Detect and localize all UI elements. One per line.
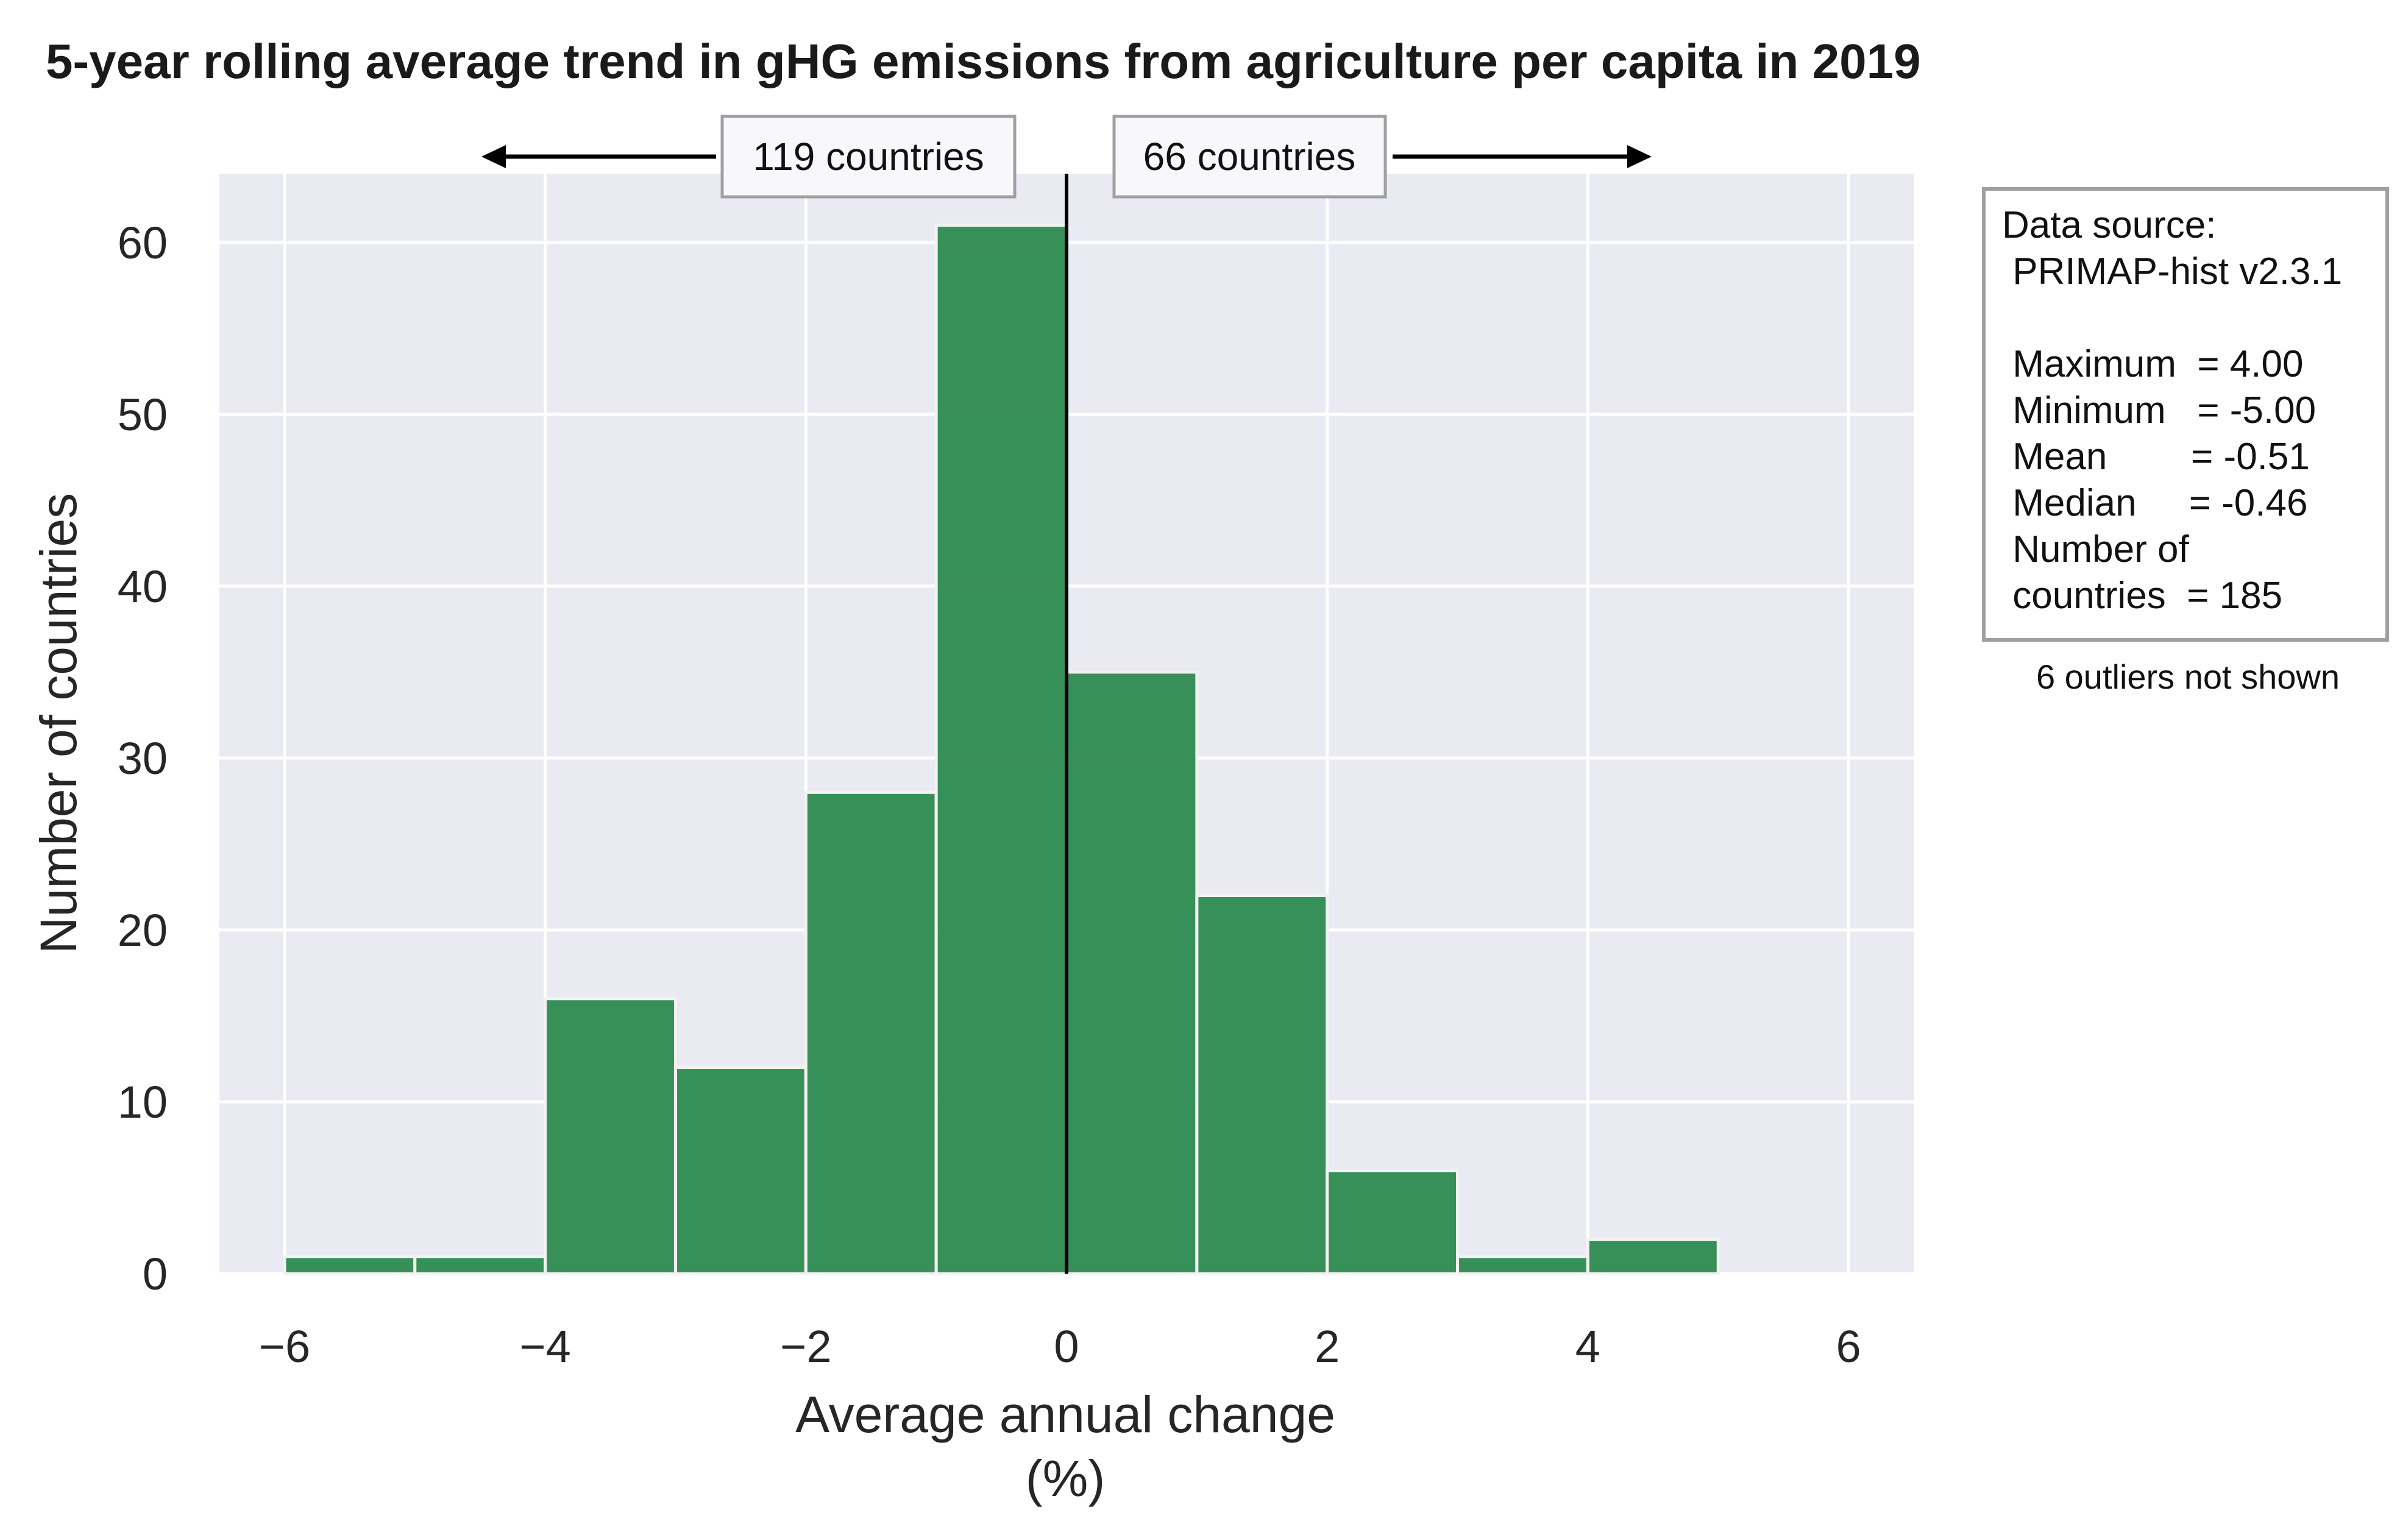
histogram-bar-9 <box>1456 1255 1589 1276</box>
info-line-3: Maximum = 4.00 <box>2002 343 2303 385</box>
right-arrow-head <box>1627 145 1652 168</box>
y-axis-label: Number of countries <box>30 493 87 954</box>
x-tick-label-5: 4 <box>1575 1321 1600 1372</box>
info-box-text: Data source: PRIMAP-hist v2.3.1 Maximum … <box>2002 204 2342 617</box>
x-tick-label-4: 2 <box>1315 1321 1340 1372</box>
histogram-bar-7 <box>1195 894 1329 1276</box>
histogram-bars <box>283 224 1720 1276</box>
left-count-label: 119 countries <box>753 135 984 179</box>
x-tick-label-1: −4 <box>519 1321 570 1372</box>
histogram-bar-5 <box>934 224 1068 1276</box>
y-tick-label-2: 20 <box>118 905 168 956</box>
info-line-6: Median = -0.46 <box>2002 482 2307 524</box>
y-tick-label-4: 40 <box>118 561 168 612</box>
histogram-bar-1 <box>413 1255 547 1276</box>
x-tick-label-2: −2 <box>780 1321 831 1372</box>
outliers-note: 6 outliers not shown <box>2036 658 2340 696</box>
y-axis-ticks: 0 10 20 30 40 50 60 <box>118 218 168 1299</box>
histogram-bar-2 <box>544 997 677 1276</box>
x-axis-ticks: −6 −4 −2 0 2 4 6 <box>259 1321 1861 1372</box>
count-annotations: 119 countries 66 countries <box>481 115 1652 199</box>
info-line-0: Data source: <box>2002 204 2217 246</box>
info-box <box>1982 187 2389 642</box>
histogram-bar-8 <box>1326 1169 1460 1276</box>
right-count-box <box>1112 115 1387 199</box>
info-line-5: Mean = -0.51 <box>2002 436 2310 478</box>
histogram-bar-0 <box>283 1255 417 1276</box>
y-tick-label-5: 50 <box>118 389 168 440</box>
x-axis-label-unit: (%) <box>1026 1450 1106 1507</box>
x-tick-label-3: 0 <box>1054 1321 1079 1372</box>
y-tick-label-3: 30 <box>118 733 168 784</box>
info-line-4: Minimum = -5.00 <box>2002 389 2316 431</box>
histogram-bar-10 <box>1586 1238 1720 1276</box>
y-tick-label-6: 60 <box>118 218 168 268</box>
histogram-bar-4 <box>804 790 938 1276</box>
histogram-bar-3 <box>673 1066 808 1276</box>
info-line-1: PRIMAP-hist v2.3.1 <box>2002 250 2342 293</box>
y-tick-label-0: 0 <box>143 1249 168 1299</box>
left-count-box <box>720 115 1017 199</box>
histogram-bar-6 <box>1065 670 1199 1276</box>
x-tick-label-6: 6 <box>1836 1321 1861 1372</box>
x-axis-label: Average annual change <box>795 1386 1335 1443</box>
left-arrow-head <box>481 145 506 168</box>
right-count-label: 66 countries <box>1143 135 1356 179</box>
chart-title: 5-year rolling average trend in gHG emis… <box>46 34 1921 88</box>
info-line-7: Number of <box>2002 528 2189 570</box>
info-line-8: countries = 185 <box>2002 575 2282 617</box>
x-tick-label-0: −6 <box>259 1321 310 1372</box>
y-tick-label-1: 10 <box>118 1077 168 1127</box>
